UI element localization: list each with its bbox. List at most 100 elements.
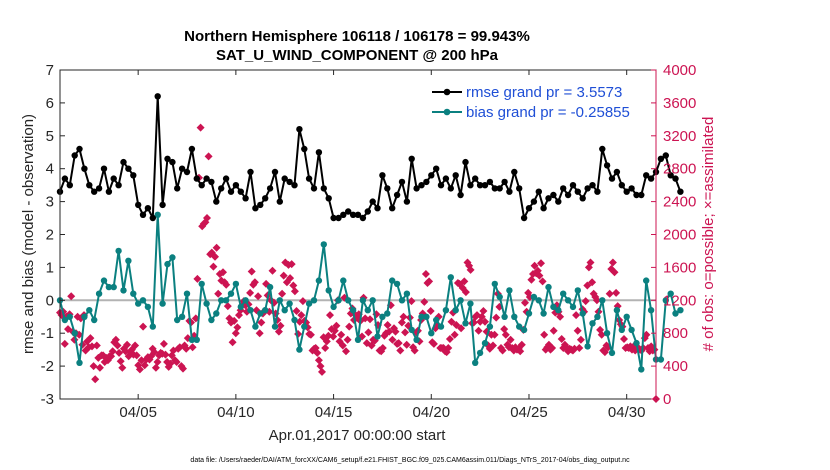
- assimilated-marker: [447, 317, 456, 326]
- bias-point: [677, 307, 684, 314]
- assimilated-marker: [247, 267, 256, 276]
- rmse-point: [677, 188, 684, 195]
- bias-point: [662, 297, 669, 304]
- assimilated-marker-shape: [388, 335, 397, 344]
- assimilated-marker: [276, 321, 285, 330]
- rmse-point: [374, 205, 381, 212]
- rmse-point: [564, 191, 572, 199]
- assimilated-marker: [329, 332, 338, 341]
- assimilated-marker-shape: [489, 341, 497, 350]
- assimilated-marker-shape: [461, 288, 470, 297]
- assimilated-marker-shape: [337, 330, 346, 339]
- bias-point: [657, 356, 665, 363]
- y-axis-label: rmse and bias (model - observation): [20, 114, 37, 354]
- bias-point: [623, 313, 630, 320]
- assimilated-marker-shape: [230, 316, 239, 325]
- rmse-point: [262, 195, 269, 202]
- assimilated-marker: [233, 323, 242, 332]
- bias-point: [403, 290, 411, 297]
- rmse-point: [183, 168, 191, 176]
- bias-point: [286, 300, 293, 307]
- bias-point: [584, 343, 591, 350]
- bias-point: [457, 297, 464, 304]
- assimilated-marker: [324, 331, 333, 340]
- bias-point: [603, 330, 611, 337]
- assimilated-marker: [92, 341, 101, 350]
- assimilated-marker: [278, 289, 287, 298]
- assimilated-marker: [159, 339, 168, 348]
- assimilated-marker: [537, 259, 545, 268]
- y-tick-label: -2: [41, 358, 54, 375]
- bias-point: [208, 316, 215, 324]
- assimilated-marker: [501, 330, 510, 339]
- assimilated-marker-shape: [479, 307, 488, 315]
- assimilated-marker-shape: [316, 362, 325, 371]
- rmse-point: [462, 158, 469, 166]
- assimilated-marker-shape: [600, 348, 609, 357]
- bias-point: [535, 297, 542, 304]
- rmse-point: [433, 165, 440, 172]
- assimilated-marker-shape: [345, 322, 354, 331]
- rmse-point: [169, 158, 176, 166]
- rmse-point: [296, 126, 303, 133]
- assimilated-marker-shape: [321, 344, 330, 352]
- legend-bias-label: bias grand pr = -0.25855: [466, 104, 630, 121]
- assimilated-marker-shape: [214, 289, 223, 298]
- assimilated-marker-shape: [298, 297, 307, 306]
- y-tick-label: 2: [46, 227, 54, 244]
- assimilated-marker-shape: [279, 271, 288, 280]
- assimilated-marker-shape: [254, 292, 263, 301]
- assimilated-marker: [89, 362, 98, 371]
- assimilated-marker-shape: [474, 326, 483, 335]
- assimilated-marker: [292, 307, 301, 315]
- bias-point: [467, 300, 474, 307]
- rmse-point: [105, 188, 113, 195]
- bias-point: [442, 307, 450, 314]
- rmse-point: [520, 214, 528, 222]
- assimilated-marker-shape: [592, 296, 601, 305]
- assimilated-marker: [391, 327, 400, 336]
- bias-point: [164, 260, 171, 268]
- bias-point: [257, 310, 264, 317]
- assimilated-marker: [378, 344, 387, 352]
- y-tick-label: 4: [46, 161, 54, 178]
- assimilated-marker: [204, 152, 213, 161]
- assimilated-marker: [337, 330, 346, 339]
- assimilated-marker: [402, 340, 411, 349]
- assimilated-marker-shape: [399, 312, 408, 321]
- assimilated-marker-shape: [338, 341, 347, 350]
- x-tick-label: 04/25: [510, 404, 548, 421]
- assimilated-marker: [397, 318, 406, 327]
- assimilated-marker-shape: [222, 280, 231, 289]
- assimilated-marker: [490, 330, 499, 339]
- bias-point: [525, 310, 533, 317]
- assimilated-marker-shape: [342, 347, 350, 356]
- assimilated-marker: [600, 348, 609, 357]
- assimilated-marker-shape: [150, 348, 159, 357]
- assimilated-marker: [343, 335, 352, 344]
- bias-point: [408, 326, 415, 334]
- rmse-point: [403, 198, 411, 205]
- bias-point: [345, 297, 352, 304]
- assimilated-marker-shape: [530, 261, 539, 270]
- assimilated-marker-shape: [140, 361, 149, 370]
- assimilated-marker: [457, 324, 466, 333]
- assimilated-marker-shape: [292, 307, 301, 315]
- assimilated-marker-shape: [209, 262, 218, 271]
- assimilated-marker-shape: [278, 289, 287, 298]
- assimilated-marker-shape: [182, 344, 191, 353]
- right-tick-label: 400: [663, 358, 688, 375]
- assimilated-marker-shape: [429, 339, 438, 348]
- bias-point: [486, 323, 494, 330]
- bias-point: [247, 307, 254, 314]
- assimilated-marker: [91, 375, 100, 384]
- rmse-point: [95, 185, 103, 192]
- assimilated-marker: [188, 343, 197, 352]
- assimilated-marker: [151, 363, 160, 372]
- assimilated-marker: [481, 317, 489, 326]
- right-axis-label: # of obs: o=possible; ×=assimilated: [700, 117, 717, 352]
- legend: rmse grand pr = 3.5573 bias grand pr = -…: [423, 82, 649, 122]
- bias-point: [423, 313, 430, 320]
- assimilated-marker-shape: [113, 341, 122, 350]
- rmse-point: [384, 185, 391, 192]
